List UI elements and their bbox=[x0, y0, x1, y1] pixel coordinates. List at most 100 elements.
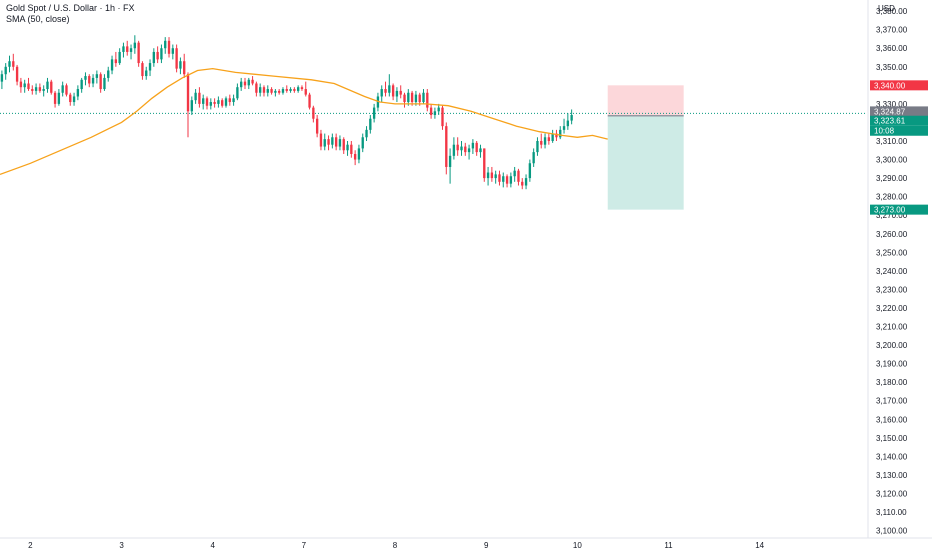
candle-body bbox=[407, 92, 410, 103]
candle-body bbox=[221, 100, 224, 106]
candle-body bbox=[543, 137, 547, 145]
stop-price-tag: 3,340.00 bbox=[874, 81, 906, 90]
candle-body bbox=[372, 107, 376, 119]
x-tick-label: 9 bbox=[484, 541, 489, 550]
y-tick-label: 3,310.00 bbox=[876, 137, 908, 146]
candle-body bbox=[479, 148, 482, 153]
candle-body bbox=[426, 92, 429, 108]
candle-body bbox=[217, 100, 220, 104]
candle-body bbox=[88, 76, 91, 84]
candle-body bbox=[183, 61, 186, 75]
candle-body bbox=[31, 89, 34, 91]
candle-body bbox=[129, 48, 133, 52]
candle-body bbox=[4, 66, 7, 75]
last-price-tag-bg bbox=[870, 106, 928, 117]
candle-body bbox=[429, 107, 433, 116]
candle-body bbox=[164, 40, 167, 49]
candle-body bbox=[445, 126, 448, 167]
candle-body bbox=[452, 144, 456, 156]
candle-body bbox=[361, 137, 364, 149]
indicator-label[interactable]: SMA (50, close) bbox=[6, 14, 70, 24]
candle-body bbox=[213, 102, 216, 104]
candle-body bbox=[224, 98, 228, 106]
candle-body bbox=[228, 98, 231, 103]
candle-body bbox=[42, 89, 45, 91]
y-tick-label: 3,290.00 bbox=[876, 174, 908, 183]
candle-body bbox=[513, 170, 516, 177]
x-tick-label: 7 bbox=[302, 541, 307, 550]
symbol-title[interactable]: Gold Spot / U.S. Dollar · 1h · FX bbox=[6, 3, 135, 13]
y-tick-label: 3,220.00 bbox=[876, 304, 908, 313]
candle-body bbox=[270, 89, 273, 93]
candle-body bbox=[490, 172, 494, 179]
candle-body bbox=[293, 89, 296, 91]
stop-price-tag-bg bbox=[870, 80, 928, 91]
y-tick-label: 3,380.00 bbox=[876, 7, 908, 16]
candle-body bbox=[540, 140, 543, 145]
candle-body bbox=[274, 90, 277, 93]
entry-price-tag: 3,323.61 bbox=[874, 117, 906, 126]
last-price-tag: 3,324.87 bbox=[874, 107, 906, 116]
candle-body bbox=[559, 129, 562, 138]
candle-body bbox=[483, 148, 486, 179]
sma-line bbox=[0, 67, 608, 176]
candle-body bbox=[342, 139, 345, 151]
candle-body bbox=[536, 140, 539, 153]
candle-body bbox=[437, 107, 440, 112]
candle-body bbox=[232, 98, 235, 103]
candle-body bbox=[209, 102, 212, 106]
candle-body bbox=[391, 85, 395, 97]
x-tick-label: 11 bbox=[664, 541, 673, 550]
y-tick-label: 3,190.00 bbox=[876, 360, 908, 369]
candle-body bbox=[334, 137, 338, 147]
candle-body bbox=[202, 98, 205, 104]
candle-body bbox=[110, 59, 114, 71]
candle-body bbox=[388, 85, 391, 93]
candle-body bbox=[369, 118, 372, 130]
candle-body bbox=[467, 148, 471, 153]
candle-body bbox=[562, 126, 566, 130]
candle-body bbox=[509, 176, 513, 184]
candle-body bbox=[15, 66, 19, 82]
candle-body bbox=[505, 176, 509, 184]
candle-body bbox=[277, 90, 281, 93]
take-profit-zone bbox=[607, 115, 684, 210]
candle-body bbox=[12, 61, 15, 67]
candle-body bbox=[403, 94, 406, 103]
target-price-tag-bg bbox=[870, 204, 928, 215]
candle-body bbox=[350, 144, 353, 154]
candle-body bbox=[331, 137, 334, 145]
candle-body bbox=[186, 74, 190, 112]
candle-body bbox=[464, 146, 467, 153]
y-tick-label: 3,360.00 bbox=[876, 44, 908, 53]
candle-body bbox=[236, 87, 239, 99]
y-tick-label: 3,270.00 bbox=[876, 211, 908, 220]
candle-body bbox=[315, 118, 319, 134]
candle-body bbox=[281, 89, 285, 93]
candle-body bbox=[171, 48, 174, 54]
y-tick-label: 3,330.00 bbox=[876, 100, 908, 109]
candle-body bbox=[91, 77, 95, 84]
candle-body bbox=[255, 83, 258, 93]
candle-body bbox=[137, 42, 140, 64]
candle-body bbox=[99, 74, 102, 90]
candle-body bbox=[498, 174, 501, 182]
y-tick-label: 3,120.00 bbox=[876, 489, 908, 498]
y-tick-label: 3,300.00 bbox=[876, 156, 908, 165]
candle-body bbox=[251, 79, 254, 84]
y-tick-label: 3,250.00 bbox=[876, 248, 908, 257]
y-tick-label: 3,130.00 bbox=[876, 471, 908, 480]
candle-body bbox=[532, 152, 535, 164]
candle-body bbox=[433, 111, 437, 116]
candle-body bbox=[34, 87, 38, 91]
candle-body bbox=[19, 81, 23, 88]
candle-body bbox=[357, 148, 361, 160]
y-tick-label: 3,140.00 bbox=[876, 452, 908, 461]
candle-body bbox=[175, 48, 178, 69]
candle-body bbox=[126, 46, 129, 52]
candle-body bbox=[259, 87, 262, 93]
candle-body bbox=[95, 74, 99, 78]
candle-body bbox=[107, 70, 110, 78]
candle-body bbox=[141, 63, 144, 77]
